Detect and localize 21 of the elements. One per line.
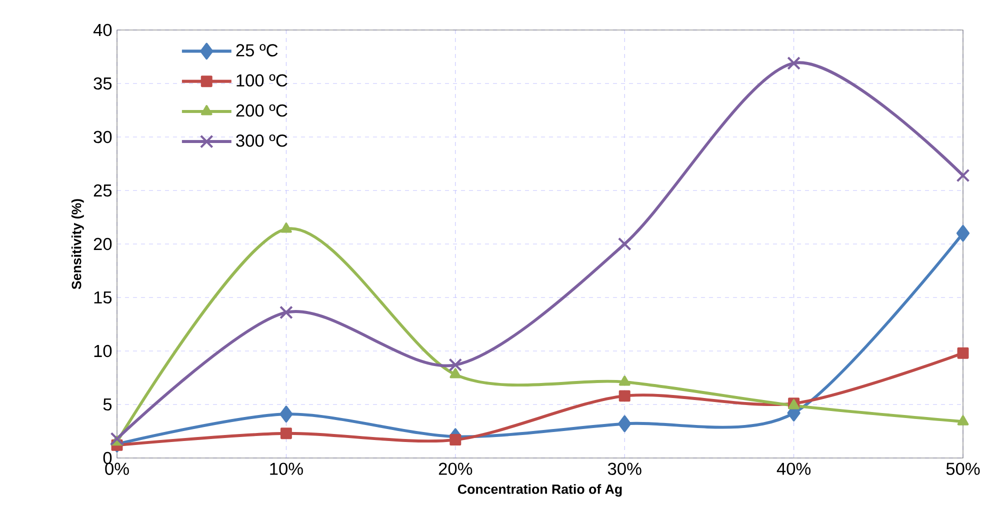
y-tick-label: 40 — [93, 24, 112, 36]
x-axis-title: Concentration Ratio of Ag — [458, 484, 622, 497]
y-axis-title: Sensitivity (%) — [71, 199, 84, 290]
legend-label: 100 ºC — [236, 74, 288, 87]
y-tick-label: 20 — [94, 238, 112, 250]
y-tick-label: 10 — [94, 344, 112, 358]
y-tick-label: 30 — [94, 130, 112, 144]
x-tick-label: 50% — [946, 462, 980, 475]
legend-label: 25 ºC — [236, 44, 278, 56]
x-tick-label: 0% — [105, 462, 129, 475]
x-tick-label: 20% — [438, 462, 472, 475]
x-tick-label: 30% — [608, 462, 642, 475]
y-tick-label: 15 — [94, 291, 112, 304]
y-tick-label: 35 — [94, 77, 112, 90]
legend-label: 200 ºC — [236, 104, 288, 117]
legend-label: 300 ºC — [236, 134, 288, 147]
x-tick-label: 10% — [270, 462, 303, 475]
y-tick-label: 5 — [103, 398, 112, 411]
y-tick-label: 25 — [94, 184, 112, 197]
y-tick-label: 0 — [103, 452, 112, 464]
x-tick-label: 40% — [776, 462, 811, 475]
